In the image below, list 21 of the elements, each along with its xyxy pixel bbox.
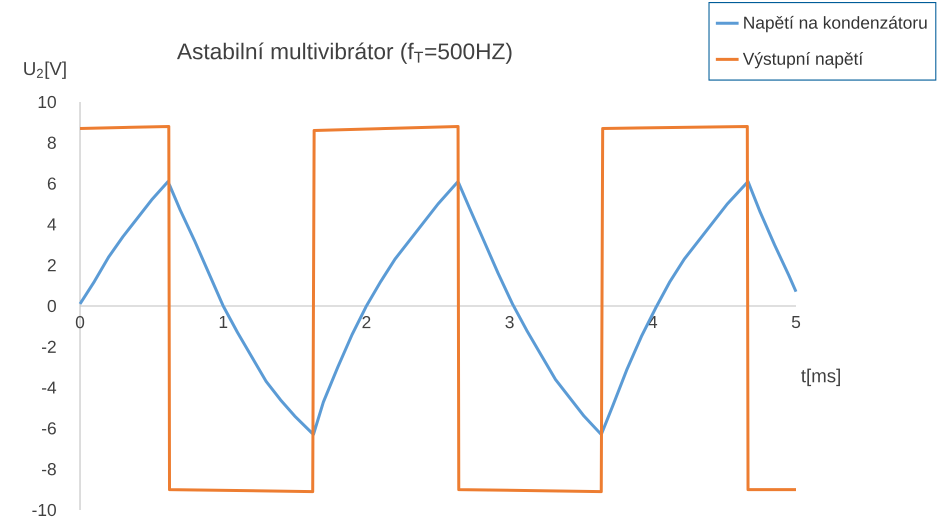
- y-tick-label: -6: [42, 422, 56, 435]
- y-tick-label: 2: [48, 259, 56, 272]
- y-tick-label: 8: [48, 136, 56, 149]
- y-tick-label: -4: [42, 382, 56, 394]
- x-tick-label: 1: [220, 316, 228, 328]
- y-tick-label: -8: [42, 463, 56, 476]
- x-tick-label: 5: [792, 316, 800, 328]
- x-tick-label: 0: [76, 316, 84, 328]
- y-tick-label: -2: [42, 340, 56, 353]
- y-tick-label: 10: [38, 96, 56, 108]
- x-axis-title: t[ms]: [801, 368, 840, 386]
- legend-label: Výstupní napětí: [742, 52, 864, 68]
- legend-label: Napětí na kondenzátoru: [744, 16, 927, 32]
- x-tick-label: 3: [505, 316, 514, 328]
- y-tick-label: 0: [48, 300, 56, 312]
- chart-title: Astabilní multivibrátor (f$_{T}$=500HZ): [176, 42, 512, 64]
- y-tick-label: 4: [47, 218, 56, 230]
- y-tick-label: -10: [32, 504, 56, 516]
- y-tick-label: 6: [48, 177, 56, 190]
- x-tick-label: 2: [362, 316, 370, 328]
- y-axis-title: U$_{2}$[V]: [24, 61, 66, 79]
